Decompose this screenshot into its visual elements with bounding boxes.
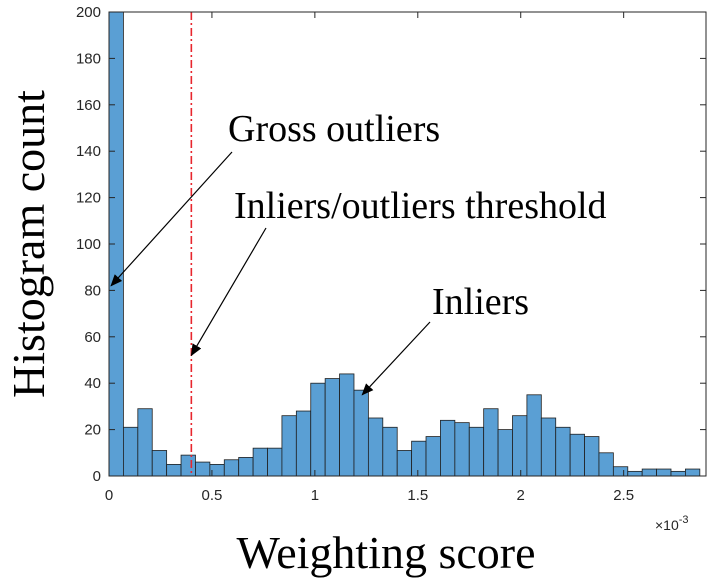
- y-tick-label: 140: [76, 143, 101, 160]
- histogram-bar: [584, 436, 600, 477]
- histogram-bar: [339, 373, 355, 477]
- x-tick-label: 0.5: [202, 487, 223, 504]
- annotation-arrow: [110, 151, 233, 287]
- y-tick-label: 100: [76, 236, 101, 253]
- histogram-bar: [598, 452, 614, 477]
- histogram-bar: [281, 415, 297, 477]
- histogram-bar: [166, 463, 182, 477]
- plot-frame: [108, 11, 707, 477]
- annotation-arrow: [190, 227, 267, 357]
- histogram-bar: [295, 410, 312, 477]
- histogram-bar: [440, 419, 456, 477]
- histogram-bar: [468, 426, 485, 477]
- y-tick-label: 200: [76, 4, 101, 21]
- histogram-bar: [310, 382, 326, 477]
- histogram-bar: [569, 433, 585, 477]
- histogram-bar: [526, 394, 542, 477]
- histogram-bar: [267, 447, 283, 477]
- histogram-bar: [454, 422, 470, 477]
- histogram-bar: [540, 417, 557, 477]
- histogram-bar: [151, 450, 168, 477]
- x-tick-label: 1.5: [407, 487, 428, 504]
- histogram-bar: [656, 468, 672, 477]
- histogram-bar: [411, 440, 427, 477]
- histogram-bar: [483, 408, 499, 477]
- histogram-bar: [367, 417, 384, 477]
- histogram-bar: [685, 468, 701, 477]
- annotation-label: Inliers/outliers threshold: [234, 185, 607, 227]
- y-tick-label: 20: [84, 422, 101, 439]
- histogram-bar: [223, 459, 240, 477]
- histogram-bar: [425, 436, 441, 477]
- histogram-bar: [195, 461, 211, 477]
- x-axis-label: Weighting score: [236, 527, 535, 578]
- histogram-bar: [512, 415, 528, 477]
- y-axis-label: Histogram count: [3, 90, 54, 398]
- annotations: Gross outliers Inliers/outliers threshold…: [110, 108, 607, 396]
- histogram-bar: [670, 470, 686, 477]
- histogram-bar: [180, 454, 196, 477]
- y-tick-label: 40: [84, 375, 101, 392]
- histogram-bar: [324, 378, 340, 477]
- histogram-bar: [137, 408, 153, 477]
- y-axis-ticks: 0 20 40 60 80 100 120 140 160 180 200: [76, 4, 706, 485]
- histogram-bar: [497, 429, 513, 477]
- annotation-arrow: [361, 321, 431, 396]
- histogram-bar: [612, 466, 629, 477]
- histogram-bar: [641, 468, 657, 477]
- histogram-bar: [353, 389, 369, 477]
- histogram-bar: [382, 426, 398, 477]
- annotation-label: Gross outliers: [228, 108, 440, 150]
- x-axis-multiplier: ×10-3: [655, 514, 689, 533]
- y-tick-label: 160: [76, 97, 101, 114]
- y-tick-label: 80: [84, 282, 101, 299]
- histogram-bar: [123, 426, 139, 477]
- x-tick-label: 0: [105, 487, 113, 504]
- histogram-bar: [627, 470, 643, 477]
- x-tick-label: 1: [311, 487, 319, 504]
- histogram-bars: [108, 11, 701, 477]
- annotation-label: Inliers: [432, 281, 529, 323]
- y-tick-label: 180: [76, 50, 101, 67]
- histogram-bar: [238, 457, 254, 477]
- histogram-bar: [396, 450, 413, 477]
- histogram-bar: [252, 447, 268, 477]
- y-tick-label: 0: [93, 468, 101, 485]
- x-tick-label: 2: [517, 487, 525, 504]
- y-tick-label: 60: [84, 329, 101, 346]
- x-axis-ticks: 0 0.5 1 1.5 2 2.5: [105, 12, 634, 504]
- histogram-bar: [555, 426, 571, 477]
- y-tick-label: 120: [76, 190, 101, 207]
- x-tick-label: 2.5: [613, 487, 634, 504]
